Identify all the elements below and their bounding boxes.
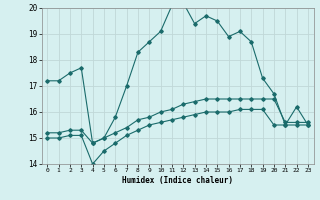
X-axis label: Humidex (Indice chaleur): Humidex (Indice chaleur) (122, 176, 233, 185)
